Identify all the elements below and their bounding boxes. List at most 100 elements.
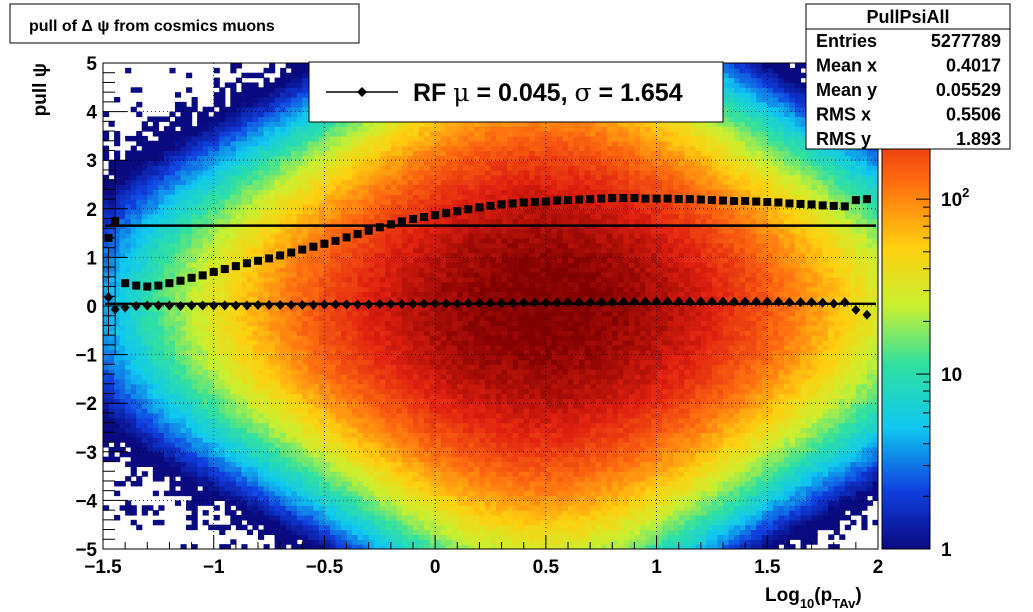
heat-cell	[230, 116, 237, 122]
heat-cell	[141, 320, 148, 327]
heat-cell	[324, 369, 331, 375]
heat-cell	[158, 135, 165, 142]
heat-cell	[219, 87, 226, 93]
heat-cell	[163, 296, 171, 302]
heat-cell	[219, 408, 226, 414]
heat-cell	[269, 208, 276, 215]
heat-cell	[363, 519, 370, 526]
heat-cell	[169, 364, 176, 370]
heat-cell	[341, 349, 348, 356]
heat-cell	[158, 412, 165, 419]
heat-cell	[335, 344, 342, 351]
heat-cell	[363, 544, 370, 549]
heat-cell	[313, 179, 320, 186]
heat-cell	[274, 126, 281, 132]
heat-cell	[324, 466, 331, 472]
heat-cell	[186, 310, 193, 317]
heat-cell	[163, 456, 171, 463]
heat-cell	[318, 296, 326, 302]
heat-cell	[119, 349, 126, 356]
heat-cell	[141, 456, 148, 463]
heat-cell	[269, 485, 276, 492]
heat-cell	[346, 131, 353, 137]
heat-cell	[191, 126, 198, 132]
heat-cell	[191, 131, 198, 137]
heat-cell	[219, 194, 226, 200]
heat-cell	[346, 398, 353, 404]
heat-cell	[385, 412, 392, 419]
heat-cell	[368, 378, 375, 385]
heat-cell	[379, 505, 386, 511]
heat-cell	[152, 344, 159, 351]
heat-cell	[302, 150, 309, 156]
heat-cell	[346, 495, 353, 501]
heat-cell	[291, 242, 298, 249]
heat-cell	[385, 485, 392, 492]
heat-cell	[130, 271, 137, 278]
heat-cell	[147, 403, 154, 409]
heat-cell	[302, 131, 309, 137]
heat-cell	[130, 218, 137, 224]
heat-cell	[335, 417, 342, 424]
heat-cell	[346, 534, 353, 540]
heat-cell	[174, 422, 182, 429]
heat-cell	[235, 169, 242, 176]
heat-cell	[296, 131, 303, 137]
heat-cell	[379, 213, 386, 220]
heat-cell	[197, 203, 204, 210]
heat-cell	[208, 179, 215, 186]
heat-cell	[246, 485, 254, 492]
heat-cell	[174, 233, 182, 239]
heat-cell	[197, 306, 204, 312]
heat-cell	[407, 354, 414, 361]
heat-cell	[180, 203, 187, 210]
heat-cell	[246, 101, 254, 108]
heat-cell	[263, 403, 270, 409]
heat-cell	[374, 374, 381, 380]
heat-cell	[141, 422, 148, 429]
heat-cell	[130, 461, 137, 467]
heat-cell	[329, 165, 337, 171]
heat-cell	[147, 203, 154, 210]
heat-cell	[141, 471, 148, 477]
heat-cell	[174, 378, 182, 385]
heat-cell	[230, 446, 237, 453]
heat-cell	[307, 485, 314, 492]
heat-cell	[280, 456, 287, 463]
heat-cell	[385, 131, 392, 137]
heat-cell	[163, 126, 171, 132]
heat-cell	[401, 237, 409, 244]
heat-cell	[291, 412, 298, 419]
heat-cell	[235, 150, 242, 156]
heat-cell	[241, 111, 248, 118]
heat-cell	[280, 160, 287, 166]
heat-cell	[152, 199, 159, 205]
heat-cell	[163, 160, 171, 166]
heat-cell	[158, 179, 165, 186]
heat-cell	[152, 306, 159, 312]
heat-cell	[346, 276, 353, 283]
heat-cell	[274, 374, 281, 380]
heat-cell	[169, 354, 176, 361]
heat-cell	[374, 412, 381, 419]
heat-cell	[246, 160, 254, 166]
heat-cell	[407, 140, 414, 147]
heat-cell	[291, 286, 298, 293]
heat-cell	[401, 242, 409, 249]
heat-cell	[407, 490, 414, 497]
heat-cell	[291, 514, 298, 521]
heat-cell	[174, 116, 182, 122]
heat-cell	[136, 203, 143, 210]
heat-cell	[341, 320, 348, 327]
heat-cell	[213, 349, 220, 356]
heat-cell	[307, 267, 314, 273]
heat-cell	[169, 291, 176, 297]
heat-cell	[191, 427, 198, 433]
heat-cell	[252, 500, 259, 506]
heat-cell	[307, 296, 314, 302]
heat-cell	[296, 165, 303, 171]
heat-cell	[241, 320, 248, 327]
heat-cell	[407, 514, 414, 521]
heat-cell	[114, 257, 121, 263]
heat-cell	[318, 320, 326, 327]
